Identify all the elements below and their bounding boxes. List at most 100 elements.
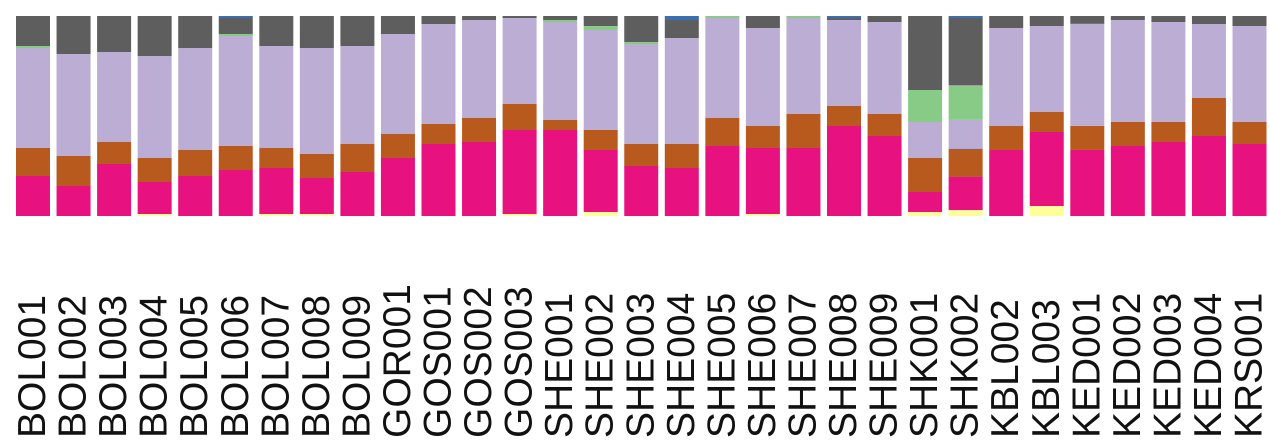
bar-segment-GOR001-5 — [380, 16, 415, 34]
bar-segment-BOL006-2 — [218, 146, 253, 170]
bar-segment-SHE005-4 — [705, 16, 740, 18]
bar-segment-KED002-5 — [1110, 16, 1145, 20]
bar-segment-BOL001-5 — [16, 16, 50, 46]
bar-segment-BOL002-5 — [56, 16, 91, 54]
bar-segment-SHE007-2 — [786, 114, 821, 148]
bar-segment-BOL006-5 — [218, 18, 253, 34]
bar-segment-GOR001-3 — [380, 34, 415, 134]
bar-segment-SHE005-1 — [705, 146, 740, 216]
bar-segment-SHK001-5 — [908, 16, 943, 90]
bar-segment-BOL004-2 — [137, 158, 172, 182]
x-tick-label: GOS002 — [457, 286, 500, 438]
bar-segment-GOS001-1 — [421, 144, 456, 216]
bar-segment-SHE002-4 — [583, 26, 618, 30]
bar-segment-SHE008-3 — [827, 20, 861, 106]
bar-segment-SHE001-1 — [543, 130, 578, 216]
bar-segment-KBL002-3 — [989, 28, 1024, 126]
bar-segment-SHK001-2 — [908, 158, 943, 192]
bar-segment-KED002-1 — [1110, 146, 1145, 216]
bar-segment-BOL009-2 — [340, 144, 375, 172]
bar-segment-BOL005-5 — [178, 16, 213, 48]
bar-segment-GOS002-2 — [462, 118, 497, 142]
bar-segment-KED003-5 — [1151, 16, 1186, 22]
x-tick-label: SHE003 — [619, 293, 662, 438]
bar-segment-BOL008-2 — [299, 154, 334, 178]
bar-segment-SHE002-1 — [583, 150, 618, 212]
bar-segment-SHE002-5 — [583, 16, 618, 26]
x-tick-label: KED004 — [1187, 293, 1230, 438]
bar-segment-BOL007-2 — [259, 148, 294, 168]
x-tick-label: SHE008 — [822, 293, 865, 438]
bar-segment-BOL005-2 — [178, 150, 213, 176]
bar-segment-SHK001-4 — [908, 90, 943, 122]
x-tick-label: GOR001 — [376, 284, 419, 438]
bar-segment-BOL008-1 — [299, 178, 334, 214]
bar-segment-SHE003-1 — [624, 166, 659, 216]
bar-segment-GOS001-3 — [421, 24, 456, 124]
bar-segment-KED003-2 — [1151, 122, 1186, 142]
x-tick-label: BOL006 — [214, 295, 257, 438]
bar-segment-BOL001-1 — [16, 176, 50, 216]
bar-segment-BOL008-3 — [299, 48, 334, 154]
bar-segment-GOS002-3 — [462, 20, 497, 118]
bar-segment-BOL001-4 — [16, 46, 50, 48]
bar-segment-KED004-5 — [1191, 16, 1226, 24]
x-tick-label: KED001 — [1065, 293, 1108, 438]
x-tick-label: SHE006 — [741, 293, 784, 438]
bar-segment-SHE006-3 — [745, 28, 780, 126]
x-tick-label: BOL007 — [254, 295, 297, 438]
bar-segment-GOR001-1 — [380, 158, 415, 216]
x-tick-label: BOL004 — [133, 295, 176, 438]
bar-segment-KBL003-2 — [1029, 112, 1064, 132]
bar-segment-SHE004-2 — [664, 144, 699, 168]
bar-segment-BOL005-3 — [178, 48, 213, 150]
x-tick-label: SHE007 — [781, 293, 824, 438]
bar-segment-GOS002-5 — [462, 16, 497, 20]
x-tick-label: BOL008 — [295, 295, 338, 438]
bar-segment-SHE003-2 — [624, 144, 659, 166]
bar-segment-BOL002-1 — [56, 186, 91, 216]
x-tick-label: GOS001 — [417, 286, 460, 438]
bar-segment-KED003-1 — [1151, 142, 1186, 216]
bar-segment-KED001-2 — [1070, 125, 1105, 150]
bar-segment-SHE007-1 — [786, 148, 821, 216]
bar-segment-SHE006-2 — [745, 126, 780, 148]
bar-segment-BOL006-4 — [218, 34, 253, 36]
bar-segment-BOL008-0 — [299, 214, 334, 216]
bar-segment-BOL008-5 — [299, 16, 334, 48]
bar-segment-SHE001-5 — [543, 16, 578, 20]
bar-segment-KED004-2 — [1191, 98, 1226, 136]
bar-segment-SHE009-5 — [867, 16, 902, 22]
bar-segment-GOS002-1 — [462, 142, 497, 216]
bar-segment-KRS001-1 — [1232, 144, 1267, 216]
bar-segment-SHK002-0 — [948, 210, 983, 216]
bar-segment-BOL007-5 — [259, 16, 294, 46]
bar-segment-KED001-3 — [1070, 23, 1105, 126]
bar-segment-SHE002-0 — [583, 212, 618, 216]
bar-segment-SHK001-3 — [908, 122, 943, 158]
bar-segment-SHE007-4 — [786, 16, 821, 18]
bar-segment-SHK001-1 — [908, 192, 943, 212]
bar-segment-GOS003-2 — [502, 104, 537, 130]
bar-segment-SHE009-3 — [867, 22, 902, 114]
bar-segment-GOS003-5 — [502, 16, 537, 18]
bar-segment-KED003-3 — [1151, 22, 1186, 122]
bar-segment-GOS003-3 — [502, 18, 537, 104]
bar-segment-GOR001-2 — [380, 134, 415, 158]
bar-segment-SHE004-5 — [664, 20, 699, 38]
bar-segment-SHE004-3 — [664, 38, 699, 144]
bar-segment-KED002-2 — [1110, 122, 1145, 146]
bar-segment-BOL003-1 — [97, 164, 132, 216]
bar-segment-SHK002-2 — [948, 148, 983, 177]
x-tick-label: SHE002 — [579, 293, 622, 438]
bar-segment-SHE008-6 — [827, 16, 861, 18]
x-tick-label: KED003 — [1146, 293, 1189, 438]
bar-segment-KED002-3 — [1110, 20, 1145, 122]
bar-segment-GOS001-5 — [421, 16, 456, 24]
bar-segment-KBL003-0 — [1029, 206, 1064, 216]
bar-segment-SHE004-6 — [664, 16, 699, 20]
bar-segment-SHK002-3 — [948, 118, 983, 149]
bar-segment-SHE008-2 — [827, 106, 861, 126]
bar-segment-SHE009-1 — [867, 136, 902, 216]
x-tick-label: BOL002 — [52, 295, 95, 438]
